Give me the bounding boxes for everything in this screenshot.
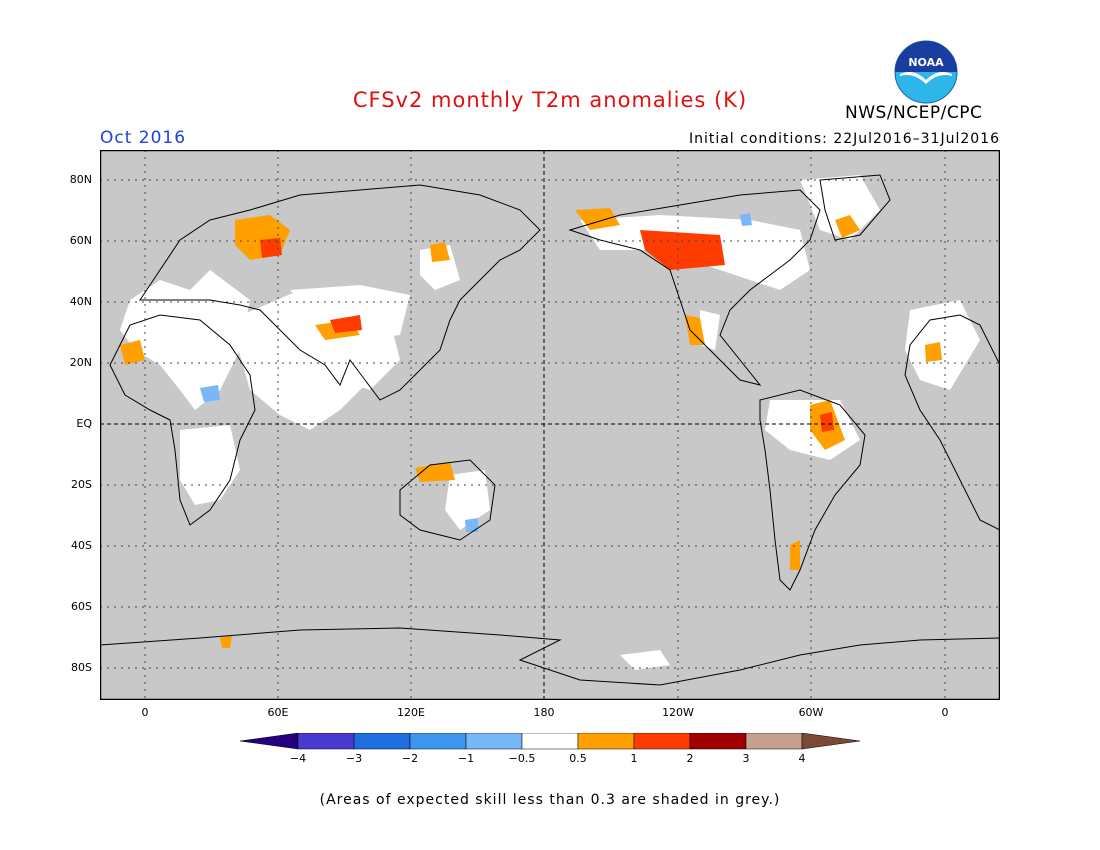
lat-label: 60S (71, 600, 92, 613)
lat-label: 20N (69, 356, 92, 369)
orange-alaska (575, 208, 620, 230)
orange-patagonia (790, 540, 800, 570)
lon-label: 0 (941, 706, 949, 719)
colorbar-label: −1 (457, 752, 475, 765)
orange-siberia-east (430, 242, 450, 262)
orange-antarctica (220, 635, 232, 648)
colorbar-triangle-right (801, 733, 861, 750)
white-west-africa-repeat (905, 300, 980, 390)
colorbar-cell (353, 733, 411, 750)
blue-hudson (740, 213, 752, 226)
white-east-asia (420, 245, 460, 290)
coastlines (100, 174, 1000, 686)
colorbar-cell (409, 733, 467, 750)
colorbar-label: −3 (345, 752, 363, 765)
lon-label: 60W (798, 706, 824, 719)
lat-label: 40S (71, 539, 92, 552)
red-amazon (820, 412, 834, 432)
lon-label: 120W (662, 706, 694, 719)
lon-label: 0 (141, 706, 149, 719)
lat-label: 60N (69, 234, 92, 247)
colorbar-label: −4 (289, 752, 307, 765)
colorbar-cell (465, 733, 523, 750)
colorbar (240, 733, 861, 750)
initial-conditions: Initial conditions: 22Jul2016–31Jul2016 (688, 131, 1000, 147)
lat-label: 80S (71, 661, 92, 674)
lat-label: 80N (69, 173, 92, 186)
agency-label: NWS/NCEP/CPC (845, 103, 983, 123)
valid-month: Oct 2016 (100, 128, 187, 148)
red-russia (260, 238, 282, 258)
colorbar-label: 0.5 (569, 752, 587, 765)
lat-label: 40N (69, 295, 92, 308)
coast-antarctica (100, 627, 1000, 686)
white-southern-africa (180, 425, 240, 505)
colorbar-label: −2 (401, 752, 419, 765)
white-greenland (800, 175, 880, 240)
colorbar-label: −0.5 (508, 752, 536, 765)
colorbar-cell (745, 733, 803, 750)
lat-label: EQ (76, 417, 92, 430)
lon-label: 60E (267, 706, 289, 719)
lat-label: 20S (71, 478, 92, 491)
colorbar-cell (633, 733, 691, 750)
colorbar-cell (521, 733, 579, 750)
coast-africa (109, 314, 256, 526)
white-antarctica (620, 650, 670, 670)
map-title: CFSv2 monthly T2m anomalies (K) (352, 88, 748, 112)
colorbar-label: 1 (630, 752, 638, 765)
colorbar-cell (689, 733, 747, 750)
orange-greenland (835, 215, 860, 238)
white-north-africa (120, 270, 250, 410)
coast-eurasia (139, 184, 541, 401)
noaa-logo-text: NOAA (908, 56, 944, 69)
colorbar-label: 2 (686, 752, 694, 765)
noaa-logo: NOAA (894, 40, 958, 104)
gridlines (100, 150, 1000, 700)
coast-north-america (568, 189, 821, 386)
warm-anomaly-areas (120, 208, 942, 648)
orange-sahara-repeat (925, 342, 942, 362)
red-tibet (330, 315, 362, 333)
lon-label: 120E (397, 706, 425, 719)
colorbar-label: 4 (798, 752, 806, 765)
colorbar-label: 3 (742, 752, 750, 765)
coast-greenland (819, 174, 891, 241)
colorbar-cell (577, 733, 635, 750)
coast-australia (399, 459, 496, 541)
skill-footnote: (Areas of expected skill less than 0.3 a… (319, 792, 781, 808)
hot-anomaly-areas (260, 230, 834, 432)
blue-australia (465, 518, 478, 532)
orange-north-australia (415, 462, 455, 482)
lon-label: 180 (533, 706, 555, 719)
cool-anomaly-areas (200, 213, 752, 532)
map-frame (100, 150, 1000, 700)
orange-sahara (120, 340, 145, 365)
white-mexico (700, 310, 720, 350)
colorbar-triangle-left (240, 733, 299, 750)
anomaly-map (100, 150, 1000, 700)
orange-mexico-west (685, 315, 705, 345)
coast-south-america (759, 389, 866, 591)
blue-east-africa (200, 385, 220, 402)
colorbar-cell (297, 733, 355, 750)
coast-africa-repeat (904, 314, 1000, 531)
red-canada (640, 230, 725, 270)
